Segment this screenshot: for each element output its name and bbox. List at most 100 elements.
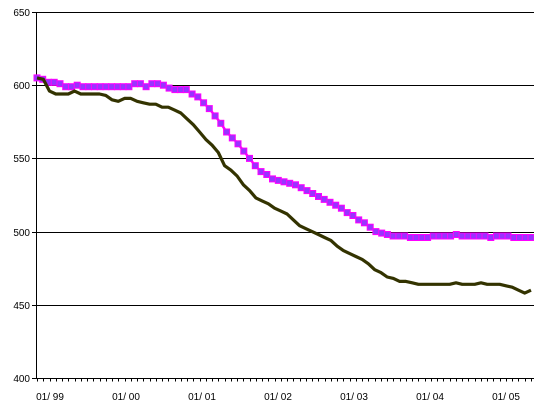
data-point — [68, 83, 75, 91]
data-point — [228, 134, 236, 142]
series-2-line — [36, 76, 532, 295]
data-point — [108, 83, 116, 91]
data-point — [337, 204, 345, 212]
data-point — [257, 168, 265, 176]
data-point — [223, 128, 231, 136]
data-point — [90, 83, 98, 91]
data-point — [234, 140, 242, 148]
y-tick-label: 600 — [13, 81, 30, 92]
x-tick-label: 01/ 04 — [416, 392, 444, 403]
data-point — [470, 232, 478, 240]
data-point — [418, 234, 426, 241]
data-point — [62, 83, 70, 91]
data-point — [320, 195, 328, 203]
y-tick-label: 450 — [13, 301, 30, 312]
data-point — [521, 234, 529, 241]
data-point — [280, 178, 288, 186]
data-point — [458, 232, 466, 240]
data-point — [383, 231, 391, 238]
data-point — [406, 234, 414, 241]
data-point — [355, 216, 363, 224]
data-point — [343, 209, 351, 217]
data-point — [269, 175, 276, 183]
data-point — [332, 201, 340, 209]
x-tick-labels: 01/ 99 01/ 00 01/ 01 01/ 02 01/ 03 01/ 04 01/ … — [36, 392, 520, 403]
y-tick-label: 400 — [13, 374, 30, 385]
data-point — [200, 99, 208, 107]
data-point — [171, 86, 179, 94]
data-point — [79, 83, 87, 91]
data-point — [360, 219, 368, 227]
data-point — [286, 179, 294, 187]
data-point — [73, 81, 81, 89]
data-point — [429, 232, 437, 240]
data-point — [395, 232, 403, 240]
x-tick-label: 01/ 99 — [36, 392, 64, 403]
data-point — [211, 112, 219, 120]
data-point — [182, 86, 190, 94]
data-point — [246, 154, 253, 162]
data-point — [297, 184, 305, 192]
data-point — [119, 83, 127, 91]
data-point — [516, 234, 523, 241]
data-point — [309, 190, 317, 197]
data-point — [349, 212, 357, 219]
data-point — [188, 90, 196, 98]
x-tick-label: 01/ 00 — [112, 392, 140, 403]
data-point — [424, 234, 432, 241]
data-point — [412, 234, 420, 241]
data-point — [159, 81, 167, 89]
data-point — [481, 232, 489, 240]
data-point — [441, 232, 449, 240]
data-point — [102, 83, 110, 91]
series-1 — [33, 74, 534, 241]
y-tick-label: 500 — [13, 228, 30, 239]
data-point — [251, 162, 259, 170]
data-point — [205, 105, 213, 113]
data-point — [315, 193, 322, 200]
data-point — [475, 232, 483, 240]
data-point — [50, 78, 58, 86]
x-tick-label: 01/ 05 — [492, 392, 520, 403]
data-point — [452, 231, 460, 238]
data-point — [96, 83, 104, 91]
data-point — [263, 171, 271, 178]
data-point — [303, 187, 311, 195]
gridlines — [36, 12, 534, 379]
data-point — [493, 232, 500, 240]
data-point — [487, 234, 495, 241]
data-point — [125, 83, 133, 91]
y-tick-labels: 400 450 500 550 600 650 — [13, 8, 30, 385]
data-point — [435, 232, 443, 240]
data-point — [177, 86, 185, 94]
data-point — [56, 80, 64, 88]
data-point — [447, 232, 455, 240]
data-point — [217, 119, 225, 127]
x-tick-label: 01/ 03 — [340, 392, 368, 403]
y-tick-label: 550 — [13, 154, 30, 165]
data-point — [165, 84, 173, 92]
x-tick-label: 01/ 02 — [264, 392, 292, 403]
data-point — [389, 232, 397, 240]
data-point — [326, 198, 334, 206]
axes — [32, 12, 532, 382]
data-point — [510, 234, 518, 241]
x-tick-label: 01/ 01 — [188, 392, 216, 403]
data-point — [194, 93, 202, 101]
series-2 — [36, 76, 532, 295]
data-point — [401, 232, 409, 240]
data-point — [113, 83, 121, 91]
data-point — [154, 80, 162, 88]
data-point — [366, 223, 374, 231]
data-point — [292, 181, 299, 189]
y-tick-label: 650 — [13, 8, 30, 19]
data-point — [136, 80, 144, 88]
data-point — [372, 228, 380, 236]
data-point — [504, 232, 512, 240]
data-point — [131, 80, 139, 88]
data-point — [274, 176, 282, 184]
data-point — [148, 80, 156, 88]
data-point — [527, 234, 534, 241]
